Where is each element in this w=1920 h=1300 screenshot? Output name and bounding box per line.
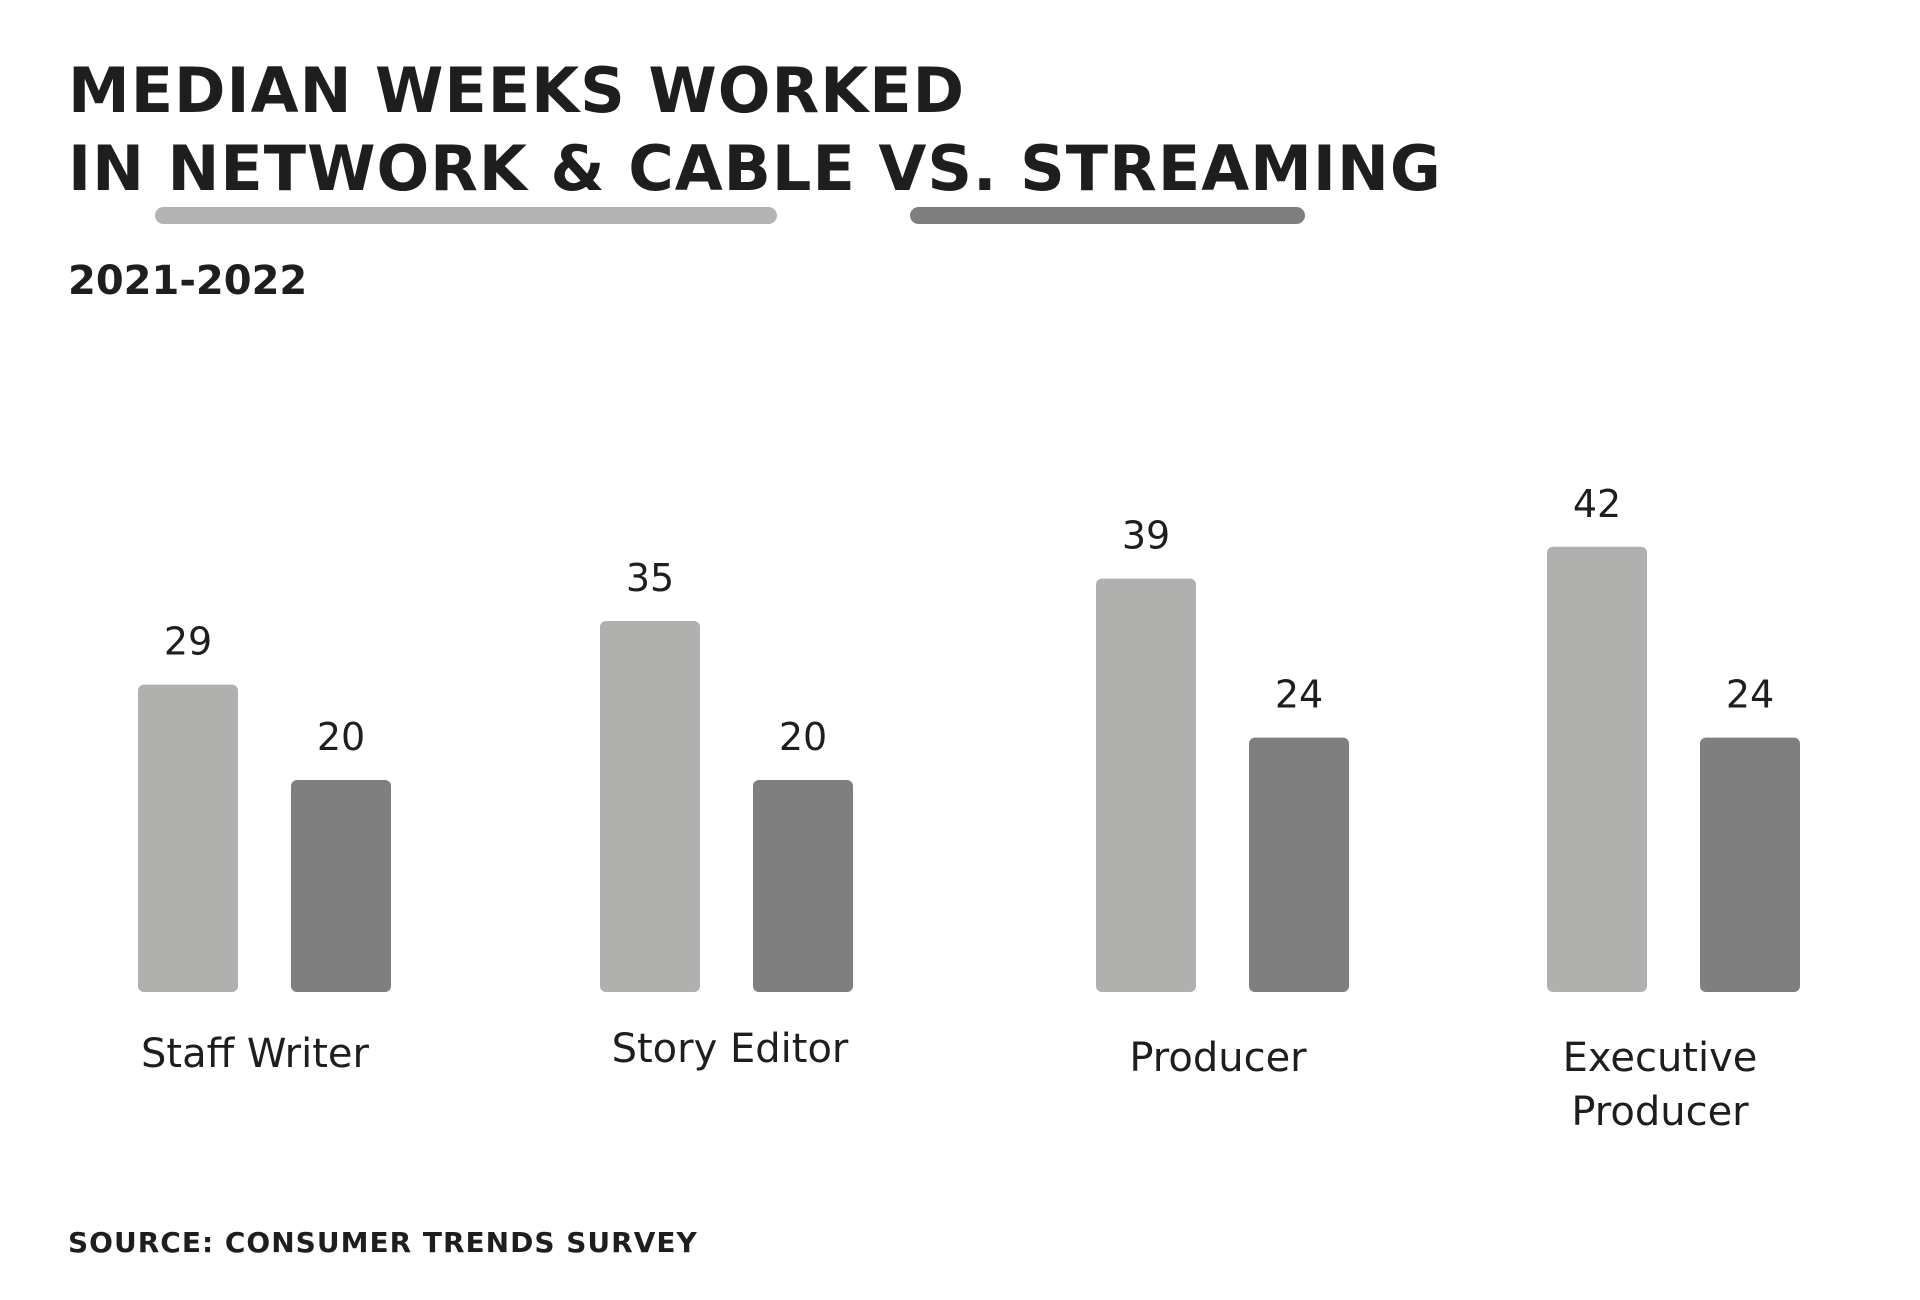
chart-title: MEDIAN WEEKS WORKED IN NETWORK & CABLE V… [68, 52, 1442, 208]
data-label: 20 [779, 715, 827, 759]
title-network-cable: IN NETWORK & CABLE [68, 132, 856, 205]
title-line-2: IN NETWORK & CABLE VS. STREAMING [68, 130, 1442, 208]
data-label: 24 [1275, 673, 1323, 717]
data-label: 20 [317, 715, 365, 759]
bar-executive-producer-network-cable [1547, 546, 1647, 992]
category-label: Story Editor [612, 1026, 849, 1072]
bar-producer-network-cable [1096, 578, 1196, 992]
source-note: SOURCE: CONSUMER TRENDS SURVEY [68, 1226, 698, 1259]
data-label: 24 [1726, 673, 1774, 717]
bar-story-editor-network-cable [600, 621, 700, 992]
title-line-1: MEDIAN WEEKS WORKED [68, 54, 966, 127]
title-vs: VS. [855, 132, 1021, 205]
streaming-legend-underline [910, 207, 1305, 224]
data-label: 35 [626, 556, 674, 600]
bar-producer-streaming [1249, 737, 1349, 992]
data-label: 39 [1122, 514, 1170, 558]
data-label: 29 [164, 620, 212, 664]
bar-executive-producer-streaming [1700, 737, 1800, 992]
category-label: Staff Writer [141, 1031, 369, 1077]
category-label: Executive Producer [1563, 1035, 1758, 1135]
data-label: 42 [1573, 482, 1621, 526]
title-streaming: STREAMING [1020, 132, 1442, 205]
chart-subtitle: 2021-2022 [68, 258, 308, 304]
bar-staff-writer-network-cable [138, 684, 238, 992]
bar-story-editor-streaming [753, 780, 853, 992]
category-label: Producer [1129, 1035, 1307, 1081]
network-cable-legend-underline [155, 207, 777, 224]
bar-staff-writer-streaming [291, 780, 391, 992]
